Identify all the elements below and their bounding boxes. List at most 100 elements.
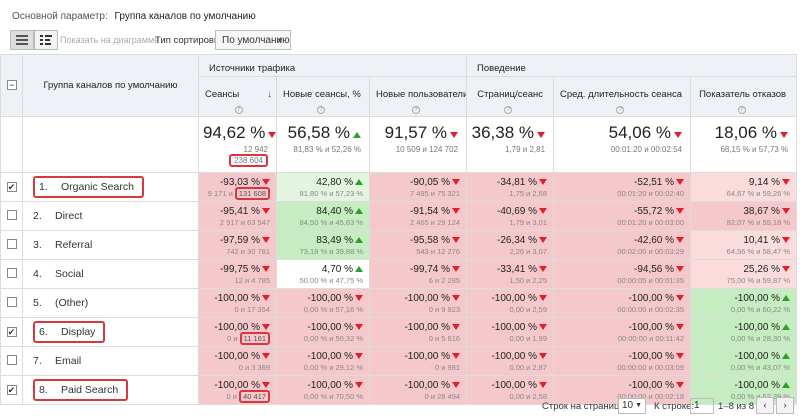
help-icon[interactable]: ? [317,106,325,114]
arrow-down-icon [262,179,270,186]
channel-name-cell[interactable]: 8. Paid Search [22,375,199,405]
primary-dimension-value[interactable]: Группа каналов по умолчанию [114,11,256,22]
rows-per-page-value: 10 [622,400,634,411]
column-header-sessions[interactable]: Сеансы ↓ ? [198,76,277,117]
compare-values: 2 917 и 63 547 [219,218,270,227]
change-value: -90,05 % [410,177,451,188]
channel-name-cell[interactable]: 6. Display [22,317,199,347]
row-checkbox[interactable] [6,209,17,220]
help-icon[interactable]: ? [412,106,421,114]
change-value: -100,00 % [491,322,538,333]
channel-name-cell[interactable]: 1. Organic Search [22,172,199,202]
row-checkbox-cell[interactable] [0,259,23,289]
plot-rows-link[interactable]: Показать на диаграмме [60,35,160,45]
help-icon[interactable]: ? [616,106,625,114]
table-row[interactable]: 4. Social -99,75 % 12 и 4 785 4,70 % 50,00 % … [0,259,798,289]
row-checkbox[interactable] [6,354,17,365]
channel-name-link[interactable]: Paid Search [61,384,119,396]
table-row[interactable]: 2. Direct -95,41 % 2 917 и 63 547 84,40 % 84,… [0,201,798,231]
row-checkbox[interactable] [6,267,17,278]
row-checkbox-cell[interactable]: ✔ [0,317,23,347]
arrow-up-icon [782,382,791,389]
rows-per-page-select[interactable]: 10 ▼ [618,398,646,414]
row-checkbox[interactable] [6,296,17,307]
channel-name-cell[interactable]: 4. Social [22,259,199,289]
row-checkbox-checked[interactable]: ✔ [6,385,17,395]
column-label: Страниц/сеанс [477,89,544,100]
table-view-button[interactable] [10,30,34,50]
arrow-up-icon [782,353,791,360]
row-checkbox-cell[interactable]: ✔ [0,172,23,202]
table-row[interactable]: ✔ 8. Paid Search -100,00 % 0 и 40 417 -100,00… [0,375,798,405]
row-checkbox-cell[interactable]: ✔ [0,375,23,405]
column-header-new-sessions[interactable]: Новые сеансы, % ? [276,76,370,117]
toolbar: Показать на диаграмме Тип сортировки: По… [0,27,800,53]
help-icon[interactable]: ? [504,106,513,114]
channel-name-link[interactable]: Referral [55,239,93,251]
channel-name-cell[interactable]: 3. Referral [22,230,199,260]
table-row[interactable]: 7. Email -100,00 % 0 и 3 369 -100,00 % 0,00 %… [0,346,798,376]
cell-sessions: -97,59 % 742 и 30 781 [198,230,277,260]
channel-name-cell[interactable]: 2. Direct [22,201,199,231]
cell-new-users: -100,00 % 0 и 981 [368,346,468,376]
help-icon[interactable]: ? [234,106,243,114]
column-header-pages-per-session[interactable]: Страниц/сеанс ? [466,76,555,117]
channel-name-link[interactable]: Display [61,326,96,338]
table-row[interactable]: ✔ 1. Organic Search -93,03 % 9 171 и 131 608… [0,172,798,202]
compare-values: 0,00 и 1,99 [509,334,548,343]
goto-row-input[interactable]: 1 [690,398,714,414]
column-label: Показатель отказов [699,89,787,100]
column-header-avg-session-duration[interactable]: Сред. длительность сеанса ? [553,76,692,117]
cell-sessions: -100,00 % 0 и 3 369 [198,346,277,376]
total-sub: 10 509 и 124 702 [395,145,459,154]
channel-name-link[interactable]: Direct [55,210,83,222]
channel-name-link[interactable]: (Other) [55,297,89,309]
channel-name-link[interactable]: Organic Search [61,181,134,193]
prev-page-button[interactable]: ‹ [756,397,774,414]
row-checkbox-cell[interactable] [0,201,23,231]
sort-type-label: Тип сортировки: [155,35,227,46]
acquisition-group-header: Источники трафика [197,54,468,77]
table-row[interactable]: 3. Referral -97,59 % 742 и 30 781 83,49 % 73,… [0,230,798,260]
cell-sessions: -93,03 % 9 171 и 131 608 [198,172,277,202]
sort-type-select[interactable]: По умолчанию ▼ [215,30,291,50]
change-value: -34,81 % [497,177,538,188]
arrow-up-icon [353,132,361,138]
comparison-view-button[interactable] [34,30,58,50]
select-all-checkbox[interactable]: − [6,80,17,90]
arrow-down-icon [780,132,789,138]
change-value: -100,00 % [214,351,260,362]
channel-name-cell[interactable]: 5. (Other) [22,288,199,318]
cell-bounce-rate: 38,67 % 82,07 % и 59,18 % [690,201,798,231]
table-row[interactable]: 5. (Other) -100,00 % 0 и 17 354 -100,00 % 0,0… [0,288,798,318]
arrow-down-icon [452,353,461,360]
channel-name-link[interactable]: Social [55,268,84,280]
row-checkbox-checked[interactable]: ✔ [6,327,17,337]
table-view-icon [16,35,28,45]
channel-name-link[interactable]: Email [55,355,82,367]
row-checkbox-cell[interactable] [0,288,23,318]
total-value: 56,58 % [287,123,350,142]
sort-type-value: По умолчанию [222,35,290,46]
next-page-button[interactable]: › [776,397,794,414]
column-header-new-users[interactable]: Новые пользователи ? [368,76,468,117]
table-row[interactable]: ✔ 6. Display -100,00 % 0 и 11 161 -100,00 % 0,… [0,317,798,347]
row-checkbox-checked[interactable]: ✔ [6,182,17,192]
channel-name-wrap: 3. Referral [33,239,92,251]
change-value: -100,00 % [214,322,260,333]
arrow-down-icon [452,237,461,244]
row-checkbox-cell[interactable] [0,230,23,260]
column-header-bounce-rate[interactable]: Показатель отказов ? [690,76,798,117]
compare-values: 0,00 % и 70,50 % [303,392,363,401]
compare-values: 0 и 9 923 [428,305,461,314]
change-value: 84,40 % [316,206,353,217]
channel-name-cell[interactable]: 7. Email [22,346,199,376]
select-all-cell[interactable]: − [0,54,23,117]
help-icon[interactable]: ? [737,106,746,114]
row-checkbox-cell[interactable] [0,346,23,376]
total-sub: 68,15 % и 57,73 % [720,145,789,154]
row-checkbox[interactable] [6,238,17,249]
compare-values: 0,00 и 2,59 [509,305,548,314]
compare-values: 1,79 и 3,01 [509,218,548,227]
compare-values: 0,00 и 2,87 [509,363,548,372]
